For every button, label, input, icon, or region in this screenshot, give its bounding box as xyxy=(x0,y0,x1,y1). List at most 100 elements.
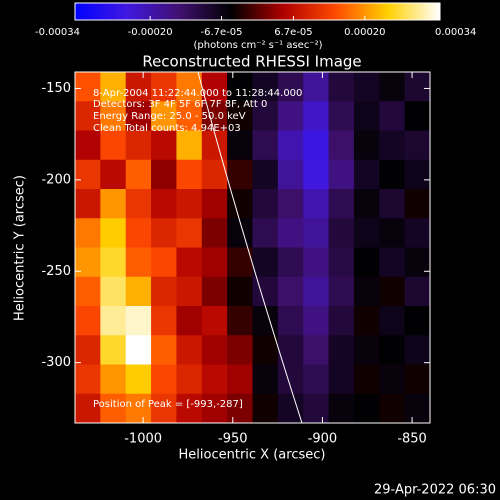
heatmap-cell xyxy=(151,335,177,365)
heatmap-cell xyxy=(328,335,355,365)
solar-limb xyxy=(197,72,303,423)
heatmap-cell xyxy=(176,101,203,131)
y-axis-title: Heliocentric Y (arcsec) xyxy=(13,175,28,321)
heatmap-cell xyxy=(151,247,177,278)
heatmap-cell xyxy=(277,101,304,131)
colorbar-tick-label: 6.7e-05 xyxy=(274,27,312,38)
heatmap-cell xyxy=(252,130,279,161)
heatmap-cell xyxy=(353,189,380,219)
heatmap-cell xyxy=(379,247,406,278)
heatmap-cell xyxy=(75,276,101,307)
heatmap-cell xyxy=(328,189,355,219)
colorbar-tick-label: 0.00034 xyxy=(435,27,476,38)
heatmap-cell xyxy=(176,393,203,423)
peak-label: Position of Peak = [-993,-287] xyxy=(93,399,243,410)
heatmap-cell xyxy=(379,335,406,365)
heatmap-cell xyxy=(176,364,203,395)
heatmap-cell xyxy=(252,335,279,365)
heatmap-cell xyxy=(151,159,177,190)
heatmap-cell xyxy=(252,72,279,102)
heatmap-cell xyxy=(328,364,355,395)
heatmap-cell xyxy=(303,276,330,307)
heatmap-cell xyxy=(277,364,304,395)
colorbar-label: (photons cm⁻² s⁻¹ asec⁻²) xyxy=(193,40,322,51)
heatmap-cell xyxy=(379,276,406,307)
heatmap-cell xyxy=(379,218,406,248)
annotation: Clean Total counts: 4.94E+03 xyxy=(93,123,241,134)
heatmap-cell xyxy=(125,159,152,190)
heatmap-cell xyxy=(379,306,406,336)
heatmap-cell xyxy=(277,130,304,161)
heatmap-cell xyxy=(151,218,177,248)
heatmap-cell xyxy=(75,393,101,423)
heatmap-cell xyxy=(404,189,430,219)
heatmap-cell xyxy=(252,306,279,336)
heatmap-cell xyxy=(404,364,430,395)
heatmap-cell xyxy=(277,218,304,248)
heatmap-cell xyxy=(328,247,355,278)
heatmap-cell xyxy=(125,101,152,131)
heatmap-cell xyxy=(125,276,152,307)
heatmap-cell xyxy=(252,276,279,307)
heatmap-cell xyxy=(303,189,330,219)
heatmap-cell xyxy=(353,393,380,423)
heatmap-cell xyxy=(353,218,380,248)
heatmap-cell xyxy=(100,218,127,248)
heatmap-cell xyxy=(100,101,127,131)
heatmap-cell xyxy=(227,130,253,161)
heatmap-cell xyxy=(328,393,355,423)
heatmap-cell xyxy=(404,276,430,307)
heatmap-cell xyxy=(201,72,228,102)
footer-date: 29-Apr-2022 06:30 xyxy=(374,483,496,498)
heatmap-cell xyxy=(303,101,330,131)
y-tick-label: -300 xyxy=(41,355,71,370)
heatmap-cell xyxy=(379,364,406,395)
heatmap-cell xyxy=(404,159,430,190)
heatmap-cell xyxy=(75,101,101,131)
heatmap-cell xyxy=(201,101,228,131)
heatmap-cell xyxy=(125,306,152,336)
heatmap-cell xyxy=(151,306,177,336)
heatmap-cell xyxy=(404,101,430,131)
heatmap-cell xyxy=(227,72,253,102)
colorbar-tick-label: -0.00034 xyxy=(35,27,80,38)
annotation: Detectors: 3F 4F 5F 6F 7F 8F, Att 0 xyxy=(93,99,267,110)
heatmap-cell xyxy=(75,159,101,190)
colorbar xyxy=(74,2,441,21)
heatmap-cell xyxy=(277,72,304,102)
heatmap-cell xyxy=(227,189,253,219)
heatmap-cell xyxy=(75,335,101,365)
heatmap-cell xyxy=(100,335,127,365)
heatmap-cell xyxy=(125,218,152,248)
heatmap-cell xyxy=(176,72,203,102)
heatmap-cell xyxy=(353,72,380,102)
heatmap-cell xyxy=(100,159,127,190)
heatmap-cell xyxy=(303,159,330,190)
heatmap-cell xyxy=(227,335,253,365)
heatmap-cell xyxy=(125,335,152,365)
heatmap-cell xyxy=(125,247,152,278)
heatmap-cell xyxy=(201,189,228,219)
heatmap-cell xyxy=(201,130,228,161)
heatmap-cell xyxy=(151,130,177,161)
heatmap-cell xyxy=(100,130,127,161)
heatmap-cell xyxy=(176,335,203,365)
colorbar-tick-label: -0.00020 xyxy=(128,27,173,38)
heatmap-cell xyxy=(151,364,177,395)
heatmap-cell xyxy=(379,72,406,102)
x-tick-label: -850 xyxy=(397,432,427,447)
heatmap-cell xyxy=(151,276,177,307)
heatmap-cell xyxy=(328,218,355,248)
heatmap-cell xyxy=(252,393,279,423)
heatmap-cell xyxy=(277,159,304,190)
heatmap xyxy=(75,72,430,423)
heatmap-cell xyxy=(100,306,127,336)
colorbar-tick-label: 0.00020 xyxy=(344,27,385,38)
heatmap-cell xyxy=(353,306,380,336)
heatmap-cell xyxy=(75,364,101,395)
heatmap-cell xyxy=(125,393,152,423)
heatmap-cell xyxy=(227,159,253,190)
heatmap-cell xyxy=(379,130,406,161)
heatmap-cell xyxy=(353,364,380,395)
heatmap-cell xyxy=(75,130,101,161)
